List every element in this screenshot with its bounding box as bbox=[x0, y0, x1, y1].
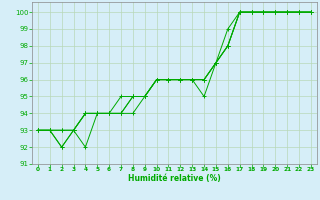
X-axis label: Humidité relative (%): Humidité relative (%) bbox=[128, 174, 221, 183]
